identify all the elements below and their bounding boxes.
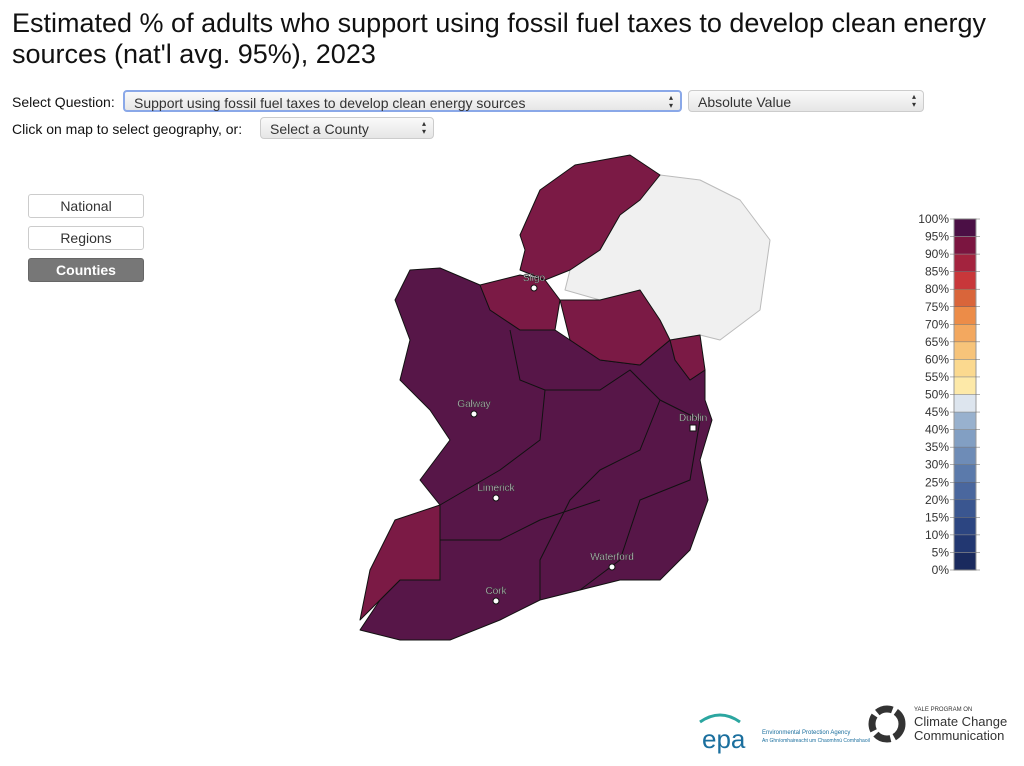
county-border [439, 329, 546, 506]
legend-label: 70% [925, 317, 949, 331]
city-marker [608, 563, 616, 571]
legend-label: 55% [925, 370, 949, 384]
legend-label: 95% [925, 230, 949, 244]
yale-line2: Communication [914, 728, 1004, 743]
legend-label: 85% [925, 265, 949, 279]
question-select[interactable]: Support using fossil fuel taxes to devel… [123, 90, 682, 112]
city-marker [689, 424, 697, 432]
epa-wave [699, 713, 741, 724]
city-label: Waterford [590, 552, 634, 563]
legend-swatch [953, 552, 977, 571]
city-marker [530, 284, 538, 292]
city-marker [492, 597, 500, 605]
city-label: Cork [485, 586, 507, 597]
county-louth[interactable] [669, 334, 706, 381]
city-label: Dublin [679, 413, 707, 424]
legend-swatch [953, 341, 977, 360]
geo-button[interactable]: Regions [28, 226, 144, 250]
geo-label: Click on map to select geography, or: [12, 121, 243, 137]
map-shapes [359, 154, 771, 641]
legend-swatch [953, 376, 977, 395]
county-select[interactable]: Select a County [260, 117, 434, 139]
county-donegal[interactable] [519, 154, 661, 281]
mode-select[interactable]: Absolute Value [688, 90, 924, 112]
legend-label: 45% [925, 405, 949, 419]
legend-label: 100% [918, 212, 949, 226]
legend-swatch [953, 517, 977, 536]
legend-swatch [953, 236, 977, 255]
legend-swatch [953, 359, 977, 378]
cities: Sligo Galway Dublin Limerick Waterford Cork [457, 273, 707, 605]
epa-name: Environmental Protection Agency [762, 730, 850, 736]
legend-label: 65% [925, 335, 949, 349]
legend: 100% 95% 90% 85% 80% 75% 70% 65% 60% 55% 50% 45% 40%… [918, 212, 980, 577]
legend-swatch [953, 446, 977, 465]
legend-swatch [953, 289, 977, 307]
county-border [539, 369, 661, 600]
legend-label: 75% [925, 300, 949, 314]
city-label: Limerick [477, 483, 515, 494]
yale-line1: Climate Change [914, 714, 1007, 729]
legend-label: 0% [932, 563, 950, 577]
legend-swatch [953, 394, 977, 413]
legend-label: 80% [925, 282, 949, 296]
legend-swatch [953, 464, 977, 483]
legend-swatch [953, 411, 977, 430]
legend-swatch [953, 482, 977, 500]
geo-button[interactable]: Counties [28, 258, 144, 282]
legend-label: 60% [925, 352, 949, 366]
yale-icon [868, 705, 906, 743]
legend-swatch [953, 429, 977, 448]
city-marker [492, 494, 500, 502]
legend-label: 50% [925, 388, 949, 402]
legend-label: 40% [925, 423, 949, 437]
legend-label: 5% [932, 545, 950, 559]
legend-swatch [953, 271, 977, 290]
legend-label: 90% [925, 247, 949, 261]
question-label: Select Question: [12, 94, 115, 110]
legend-label: 35% [925, 440, 949, 454]
legend-label: 10% [925, 528, 949, 542]
county-sligo-leitrim[interactable] [479, 274, 561, 331]
legend-label: 15% [925, 510, 949, 524]
legend-swatch [953, 534, 977, 553]
city-label: Galway [457, 399, 490, 410]
county-kerry[interactable] [359, 504, 441, 621]
legend-swatch [953, 306, 977, 325]
legend-swatch [953, 218, 977, 237]
legend-swatch [953, 499, 977, 518]
legend-label: 20% [925, 493, 949, 507]
epa-text: epa [702, 724, 746, 754]
epa-logo: epa Environmental Protection Agency An G… [699, 713, 870, 754]
county-border [440, 499, 601, 541]
city-label: Sligo [523, 273, 546, 284]
legend-label: 30% [925, 458, 949, 472]
geo-button[interactable]: National [28, 194, 144, 218]
legend-swatch [953, 324, 977, 342]
yale-top: YALE PROGRAM ON [914, 707, 972, 713]
title: Estimated % of adults who support using … [12, 8, 987, 69]
epa-irish: An Ghníomhaireacht um Chaomhnú Comhshaoi… [762, 738, 870, 744]
city-marker [470, 410, 478, 418]
yale-logo: YALE PROGRAM ON Climate Change Communica… [868, 705, 1007, 743]
legend-swatch [953, 253, 977, 272]
legend-label: 25% [925, 475, 949, 489]
